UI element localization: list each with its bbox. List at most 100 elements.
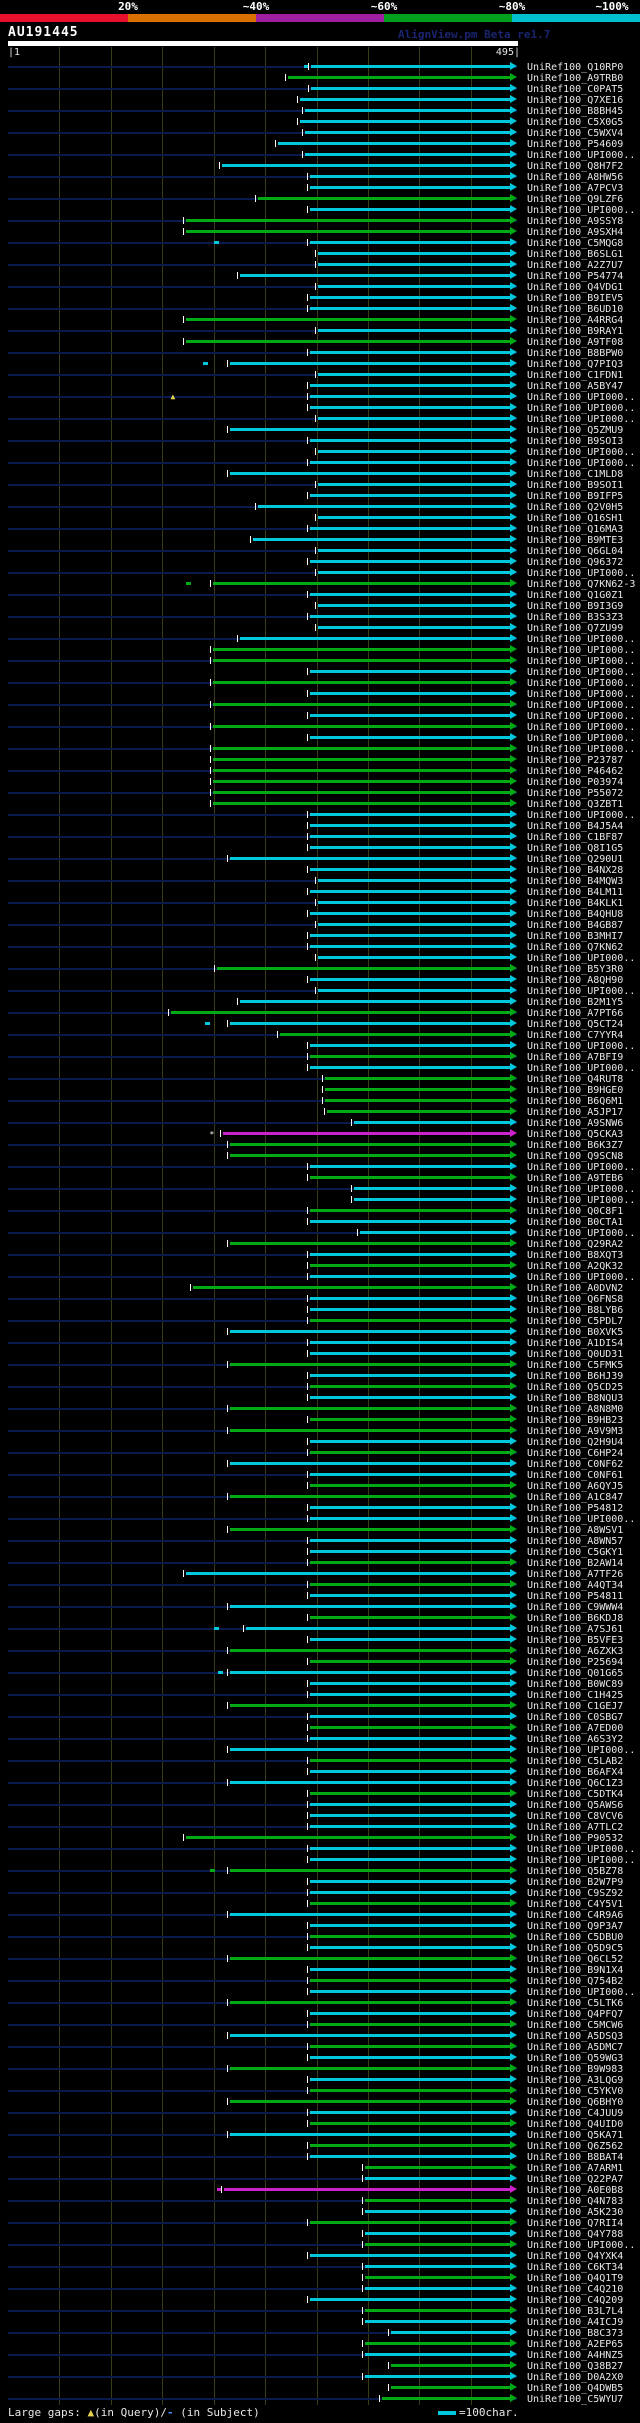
hit-bar[interactable] (310, 2155, 510, 2158)
hit-label[interactable]: UniRef100_UPI000.. (527, 1514, 636, 1525)
hit-arrow-icon[interactable] (510, 2306, 517, 2314)
hit-arrow-icon[interactable] (510, 2097, 517, 2105)
hit-label[interactable]: UniRef100_C0PAT5 (527, 84, 624, 95)
hit-arrow-icon[interactable] (510, 2108, 517, 2116)
hit-bar[interactable] (317, 450, 510, 453)
hit-label[interactable]: UniRef100_Q5AWS6 (527, 1800, 624, 1811)
hit-label[interactable]: UniRef100_Q5CT24 (527, 1019, 624, 1030)
hit-arrow-icon[interactable] (510, 2031, 517, 2039)
hit-bar[interactable] (278, 142, 510, 145)
hit-arrow-icon[interactable] (510, 546, 517, 554)
hit-bar[interactable] (317, 329, 510, 332)
hit-bar[interactable] (317, 516, 510, 519)
hit-arrow-icon[interactable] (510, 1569, 517, 1577)
hit-label[interactable]: UniRef100_C1FDN1 (527, 370, 624, 381)
hit-arrow-icon[interactable] (510, 1041, 517, 1049)
hit-arrow-icon[interactable] (510, 1657, 517, 1665)
hit-arrow-icon[interactable] (510, 1030, 517, 1038)
hit-arrow-icon[interactable] (510, 1470, 517, 1478)
hit-label[interactable]: UniRef100_C1GEJ7 (527, 1701, 624, 1712)
hit-arrow-icon[interactable] (510, 1668, 517, 1676)
hit-bar[interactable] (364, 2232, 510, 2235)
hit-bar[interactable] (317, 879, 510, 882)
hit-bar[interactable] (240, 274, 510, 277)
hit-arrow-icon[interactable] (510, 535, 517, 543)
hit-arrow-icon[interactable] (510, 997, 517, 1005)
hit-arrow-icon[interactable] (510, 1701, 517, 1709)
hit-label[interactable]: UniRef100_C5WYU7 (527, 2394, 624, 2405)
hit-arrow-icon[interactable] (510, 1426, 517, 1434)
hit-arrow-icon[interactable] (510, 2240, 517, 2248)
hit-bar[interactable] (245, 1627, 510, 1630)
hit-bar[interactable] (310, 1825, 510, 1828)
hit-label[interactable]: UniRef100_Q4Q1T9 (527, 2273, 624, 2284)
hit-arrow-icon[interactable] (510, 612, 517, 620)
hit-label[interactable]: UniRef100_B4LM11 (527, 887, 624, 898)
hit-arrow-icon[interactable] (510, 403, 517, 411)
hit-bar[interactable] (212, 703, 510, 706)
hit-arrow-icon[interactable] (510, 1778, 517, 1786)
hit-label[interactable]: UniRef100_A7TF26 (527, 1569, 624, 1580)
hit-arrow-icon[interactable] (510, 557, 517, 565)
hit-label[interactable]: UniRef100_UPI000.. (527, 403, 636, 414)
hit-arrow-icon[interactable] (510, 414, 517, 422)
hit-bar[interactable] (317, 604, 510, 607)
hit-arrow-icon[interactable] (510, 304, 517, 312)
hit-arrow-icon[interactable] (510, 1811, 517, 1819)
hit-arrow-icon[interactable] (510, 227, 517, 235)
hit-label[interactable]: UniRef100_B3L7L4 (527, 2306, 624, 2317)
hit-bar[interactable] (230, 2001, 510, 2004)
hit-bar[interactable] (310, 2298, 510, 2301)
hit-label[interactable]: UniRef100_A9TF08 (527, 337, 624, 348)
hit-bar[interactable] (230, 1957, 510, 1960)
hit-arrow-icon[interactable] (510, 524, 517, 532)
hit-label[interactable]: UniRef100_UPI000.. (527, 1063, 636, 1074)
hit-arrow-icon[interactable] (510, 1679, 517, 1687)
hit-bar[interactable] (310, 1693, 510, 1696)
hit-bar[interactable] (310, 1418, 510, 1421)
hit-arrow-icon[interactable] (510, 95, 517, 103)
hit-bar[interactable] (310, 1594, 510, 1597)
hit-label[interactable]: UniRef100_P55072 (527, 788, 624, 799)
hit-bar[interactable] (185, 1572, 510, 1575)
hit-bar[interactable] (230, 1649, 510, 1652)
hit-bar[interactable] (310, 1297, 510, 1300)
hit-label[interactable]: UniRef100_UPI000.. (527, 689, 636, 700)
hit-arrow-icon[interactable] (510, 2163, 517, 2171)
hit-arrow-icon[interactable] (510, 1613, 517, 1621)
hit-arrow-icon[interactable] (510, 1558, 517, 1566)
hit-bar[interactable] (230, 428, 510, 431)
hit-bar[interactable] (310, 593, 510, 596)
hit-bar[interactable] (310, 1935, 510, 1938)
hit-label[interactable]: UniRef100_B6HJ39 (527, 1371, 624, 1382)
hit-arrow-icon[interactable] (510, 1932, 517, 1940)
hit-label[interactable]: UniRef100_C0NF61 (527, 1470, 624, 1481)
hit-label[interactable]: UniRef100_B6UD10 (527, 304, 624, 315)
hit-label[interactable]: UniRef100_UPI000.. (527, 1162, 636, 1173)
hit-label[interactable]: UniRef100_Q5CD25 (527, 1382, 624, 1393)
hit-label[interactable]: UniRef100_Q5ZMU9 (527, 425, 624, 436)
hit-arrow-icon[interactable] (510, 1888, 517, 1896)
hit-bar[interactable] (310, 1737, 510, 1740)
hit-arrow-icon[interactable] (510, 799, 517, 807)
hit-label[interactable]: UniRef100_Q4UID0 (527, 2119, 624, 2130)
hit-arrow-icon[interactable] (510, 1998, 517, 2006)
hit-label[interactable]: UniRef100_B6KDJ8 (527, 1613, 624, 1624)
hit-bar[interactable] (221, 164, 510, 167)
hit-label[interactable]: UniRef100_A7PCV3 (527, 183, 624, 194)
hit-bar[interactable] (310, 1352, 510, 1355)
hit-label[interactable]: UniRef100_A6S3Y2 (527, 1734, 624, 1745)
hit-bar[interactable] (310, 384, 510, 387)
hit-arrow-icon[interactable] (510, 458, 517, 466)
hit-arrow-icon[interactable] (510, 590, 517, 598)
hit-label[interactable]: UniRef100_B4MQW3 (527, 876, 624, 887)
hit-bar[interactable] (310, 1209, 510, 1212)
hit-bar[interactable] (310, 1066, 510, 1069)
hit-label[interactable]: UniRef100_Q6C1Z3 (527, 1778, 624, 1789)
hit-bar[interactable] (310, 560, 510, 563)
hit-bar[interactable] (310, 1539, 510, 1542)
hit-arrow-icon[interactable] (510, 788, 517, 796)
hit-label[interactable]: UniRef100_A8WN57 (527, 1536, 624, 1547)
hit-bar[interactable] (230, 1154, 510, 1157)
hit-arrow-icon[interactable] (510, 832, 517, 840)
